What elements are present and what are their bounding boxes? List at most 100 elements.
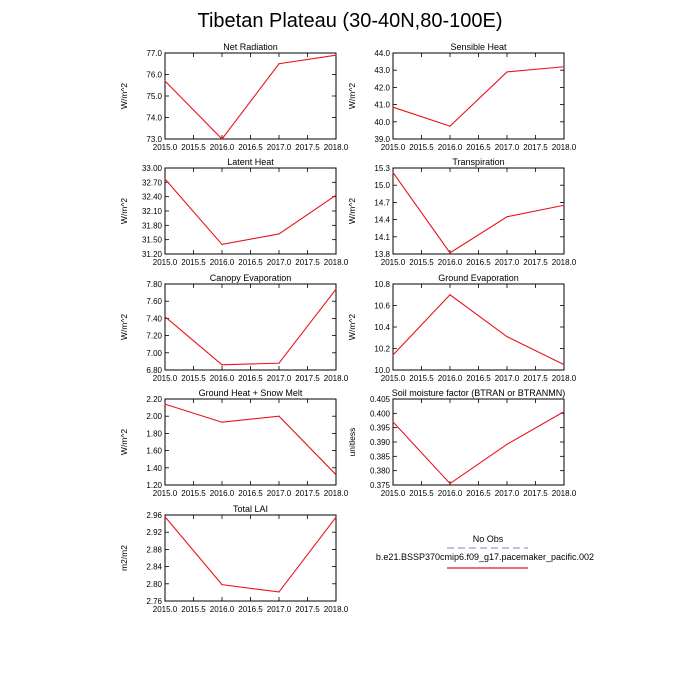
x-tick-label: 2016.5	[466, 143, 491, 152]
x-tick-label: 2016.5	[238, 258, 263, 267]
panel-latent-heat: Latent Heat W/m^2 2015.0 2015.5 2016.0 2016.5…	[119, 157, 349, 267]
y-tick-label: 14.4	[374, 216, 390, 225]
y-axis-label: W/m^2	[119, 198, 129, 224]
data-point	[164, 403, 166, 405]
data-point	[392, 106, 394, 108]
panel-title: Total LAI	[233, 504, 268, 514]
x-tick-label: 2015.0	[381, 143, 406, 152]
y-tick-label: 32.10	[142, 207, 163, 216]
series-line	[164, 516, 337, 593]
x-tick-label: 2017.0	[495, 489, 520, 498]
y-axis-label: W/m^2	[347, 314, 357, 340]
panel-title: Canopy Evaporation	[210, 273, 292, 283]
x-tick-label: 2015.0	[153, 605, 178, 614]
y-tick-label: 0.400	[370, 409, 391, 418]
data-point	[449, 482, 451, 485]
y-axis-label: W/m^2	[119, 429, 129, 455]
x-tick-label: 2017.0	[495, 374, 520, 383]
plot-frame	[164, 283, 337, 371]
x-tick-label: 2016.0	[210, 258, 235, 267]
data-point	[563, 204, 565, 206]
x-tick-label: 2018.0	[324, 258, 349, 267]
y-tick-label: 15.0	[374, 181, 390, 190]
series-line	[164, 403, 337, 476]
legend: No Obs b.e21.BSSP370cmip6.f09_g17.pacema…	[376, 534, 594, 569]
data-point	[392, 171, 394, 174]
x-tick-label: 2018.0	[324, 374, 349, 383]
data-point	[506, 71, 508, 73]
x-tick-label: 2017.5	[523, 143, 548, 152]
x-tick-label: 2015.5	[181, 374, 206, 383]
panel-soil-moisture-factor-btran-or-btranmn: Soil moisture factor (BTRAN or BTRANMN) u…	[347, 388, 577, 498]
panel-ground-heat-snow-melt: Ground Heat + Snow Melt W/m^2 2015.0 2015.5…	[119, 388, 349, 498]
x-tick-label: 2017.5	[295, 143, 320, 152]
panel-title: Soil moisture factor (BTRAN or BTRANMN)	[392, 388, 566, 398]
x-tick-label: 2017.5	[295, 258, 320, 267]
x-tick-label: 2016.5	[238, 605, 263, 614]
data-point	[164, 516, 166, 518]
y-tick-label: 10.0	[374, 366, 390, 375]
x-tick-label: 2017.5	[295, 374, 320, 383]
x-tick-label: 2016.0	[438, 489, 463, 498]
x-tick-label: 2015.0	[381, 258, 406, 267]
y-tick-label: 7.80	[146, 280, 162, 289]
series-line	[164, 54, 337, 140]
panel-title: Ground Evaporation	[438, 273, 519, 283]
x-tick-label: 2015.0	[153, 489, 178, 498]
x-tick-label: 2016.5	[238, 143, 263, 152]
y-tick-label: 31.50	[142, 236, 163, 245]
data-point	[278, 63, 280, 65]
y-tick-label: 41.0	[374, 101, 390, 110]
data-point	[278, 591, 280, 593]
x-tick-label: 2015.0	[381, 374, 406, 383]
data-point	[335, 516, 337, 518]
y-tick-label: 75.0	[146, 92, 162, 101]
y-tick-label: 2.96	[146, 511, 162, 520]
y-axis-label: m2/m2	[119, 545, 129, 571]
y-tick-label: 10.2	[374, 345, 390, 354]
x-tick-label: 2015.5	[409, 374, 434, 383]
y-tick-label: 74.0	[146, 114, 162, 123]
y-axis-label: W/m^2	[119, 314, 129, 340]
panel-canopy-evaporation: Canopy Evaporation W/m^2 2015.0 2015.5 2016.…	[119, 273, 349, 383]
y-tick-label: 39.0	[374, 135, 390, 144]
y-tick-label: 1.20	[146, 481, 162, 490]
plot-frame	[392, 283, 565, 371]
x-tick-label: 2015.0	[381, 489, 406, 498]
x-tick-label: 2015.0	[153, 374, 178, 383]
panel-ground-evaporation: Ground Evaporation W/m^2 2015.0 2015.5 2016.…	[347, 273, 577, 383]
data-point	[506, 216, 508, 218]
legend-obs-label: No Obs	[473, 534, 504, 544]
x-tick-label: 2015.5	[181, 143, 206, 152]
y-tick-label: 1.60	[146, 447, 162, 456]
data-point	[164, 178, 166, 180]
y-tick-label: 42.0	[374, 83, 390, 92]
x-tick-label: 2016.0	[438, 374, 463, 383]
y-tick-label: 2.84	[146, 563, 162, 572]
y-axis-label: W/m^2	[347, 83, 357, 109]
data-point	[221, 364, 223, 366]
x-tick-label: 2017.0	[267, 143, 292, 152]
x-tick-label: 2017.5	[523, 374, 548, 383]
data-point	[221, 243, 223, 246]
x-tick-label: 2016.5	[238, 374, 263, 383]
y-tick-label: 7.20	[146, 332, 162, 341]
x-tick-label: 2015.5	[409, 258, 434, 267]
panel-sensible-heat: Sensible Heat W/m^2 2015.0 2015.5 2016.0 2016…	[347, 42, 577, 152]
x-tick-label: 2018.0	[552, 143, 577, 152]
panel-transpiration: Transpiration W/m^2 2015.0 2015.5 2016.0 2016…	[347, 157, 577, 267]
data-point	[221, 421, 223, 423]
data-point	[563, 411, 565, 413]
x-tick-label: 2015.5	[181, 258, 206, 267]
data-point	[506, 443, 508, 445]
y-axis-label: W/m^2	[119, 83, 129, 109]
y-tick-label: 7.60	[146, 297, 162, 306]
data-point	[335, 54, 337, 56]
data-point	[164, 316, 166, 318]
y-tick-label: 10.6	[374, 302, 390, 311]
data-point	[278, 233, 280, 235]
panel-net-radiation: Net Radiation W/m^2 2015.0 2015.5 2016.0 2016…	[119, 42, 349, 152]
plot-frame	[392, 52, 565, 140]
